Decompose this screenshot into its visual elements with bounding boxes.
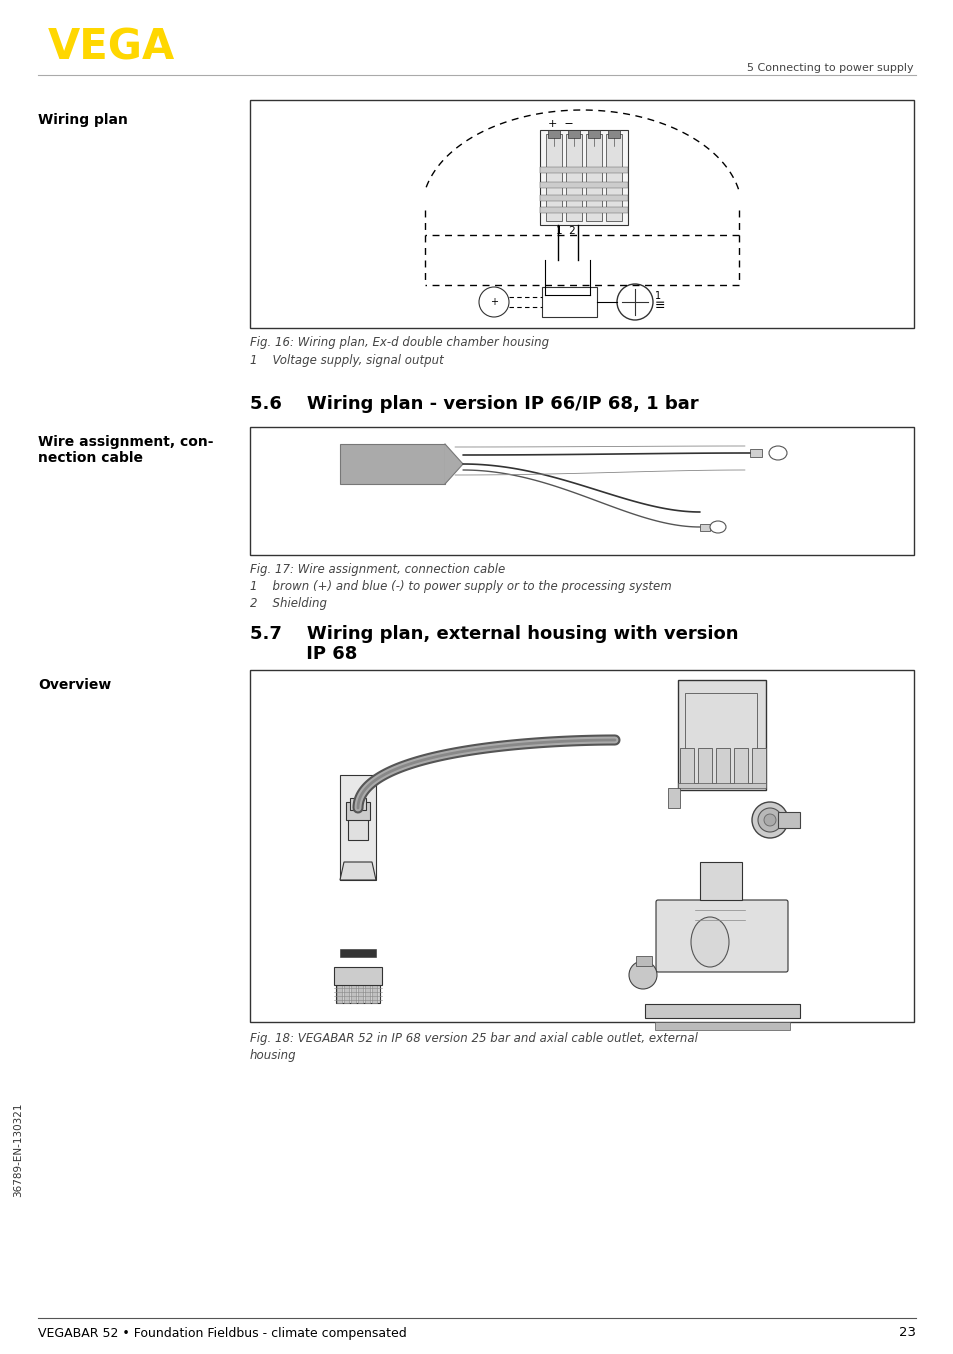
Bar [679,747,693,787]
Bar [684,693,757,783]
Bar [733,747,747,787]
Bar [678,783,765,788]
Ellipse shape [690,917,728,967]
Bar [250,670,913,1022]
Polygon shape [339,862,375,880]
Bar [344,984,349,1003]
Bar [655,1022,789,1030]
Text: Fig. 17: Wire assignment, connection cable: Fig. 17: Wire assignment, connection cab… [250,563,505,575]
Bar [539,167,627,173]
Bar [539,195,627,200]
Circle shape [628,961,657,988]
Text: 1    Voltage supply, signal output: 1 Voltage supply, signal output [250,353,443,367]
Bar [698,747,711,787]
Text: nection cable: nection cable [38,451,143,464]
Text: VEGABAR 52 • Foundation Fieldbus - climate compensated: VEGABAR 52 • Foundation Fieldbus - clima… [38,1327,406,1339]
Bar [567,130,579,138]
Bar [749,450,761,458]
Bar [346,802,370,821]
Polygon shape [444,444,462,483]
Text: Fig. 16: Wiring plan, Ex-d double chamber housing: Fig. 16: Wiring plan, Ex-d double chambe… [250,336,549,349]
Bar [372,984,376,1003]
Bar [339,949,375,957]
Text: Wiring plan: Wiring plan [38,112,128,127]
FancyBboxPatch shape [656,900,787,972]
Bar [539,130,627,225]
Bar [636,956,651,965]
Bar [357,984,363,1003]
Bar [644,1005,800,1018]
Circle shape [758,808,781,831]
Circle shape [763,814,775,826]
Bar [350,798,366,810]
Circle shape [478,287,509,317]
Text: Overview: Overview [38,678,112,692]
Ellipse shape [768,445,786,460]
Circle shape [751,802,787,838]
Bar [365,984,370,1003]
Text: IP 68: IP 68 [250,645,357,663]
Text: 23: 23 [898,1327,915,1339]
Text: 36789-EN-130321: 36789-EN-130321 [13,1102,23,1197]
Bar [250,427,913,555]
Text: 5 Connecting to power supply: 5 Connecting to power supply [746,64,913,73]
Bar [339,774,375,880]
Bar [667,788,679,808]
Text: ≡: ≡ [655,299,665,313]
Text: housing: housing [250,1049,296,1062]
Bar [539,207,627,213]
Bar [334,967,381,984]
Text: 5.6    Wiring plan - version IP 66/IP 68, 1 bar: 5.6 Wiring plan - version IP 66/IP 68, 1… [250,395,698,413]
Text: 2    Shielding: 2 Shielding [250,597,327,611]
Bar [778,812,800,829]
Bar [716,747,729,787]
Text: 1: 1 [655,291,660,301]
Ellipse shape [709,521,725,533]
Bar [250,100,913,328]
Bar [751,747,765,787]
Bar [700,862,741,900]
Bar [545,134,561,221]
Bar [678,680,765,789]
Bar [565,134,581,221]
Text: 1  2: 1 2 [556,226,576,236]
Text: +: + [490,297,497,307]
Bar [585,134,601,221]
Bar [700,524,709,531]
Text: VEGA: VEGA [48,27,175,69]
Text: +  −: + − [547,119,573,129]
Bar [547,130,559,138]
Bar [351,984,355,1003]
Bar [605,134,621,221]
Bar [541,287,597,317]
Bar [339,444,444,483]
Bar [539,181,627,188]
Text: Fig. 18: VEGABAR 52 in IP 68 version 25 bar and axial cable outlet, external: Fig. 18: VEGABAR 52 in IP 68 version 25 … [250,1032,698,1045]
Bar [336,984,341,1003]
Bar [335,984,379,1003]
Text: Wire assignment, con-: Wire assignment, con- [38,435,213,450]
Circle shape [617,284,652,320]
Bar [587,130,599,138]
Text: 1    brown (+) and blue (-) to power supply or to the processing system: 1 brown (+) and blue (-) to power supply… [250,580,671,593]
Bar [607,130,619,138]
Bar [348,818,368,839]
Text: 5.7    Wiring plan, external housing with version: 5.7 Wiring plan, external housing with v… [250,626,738,643]
